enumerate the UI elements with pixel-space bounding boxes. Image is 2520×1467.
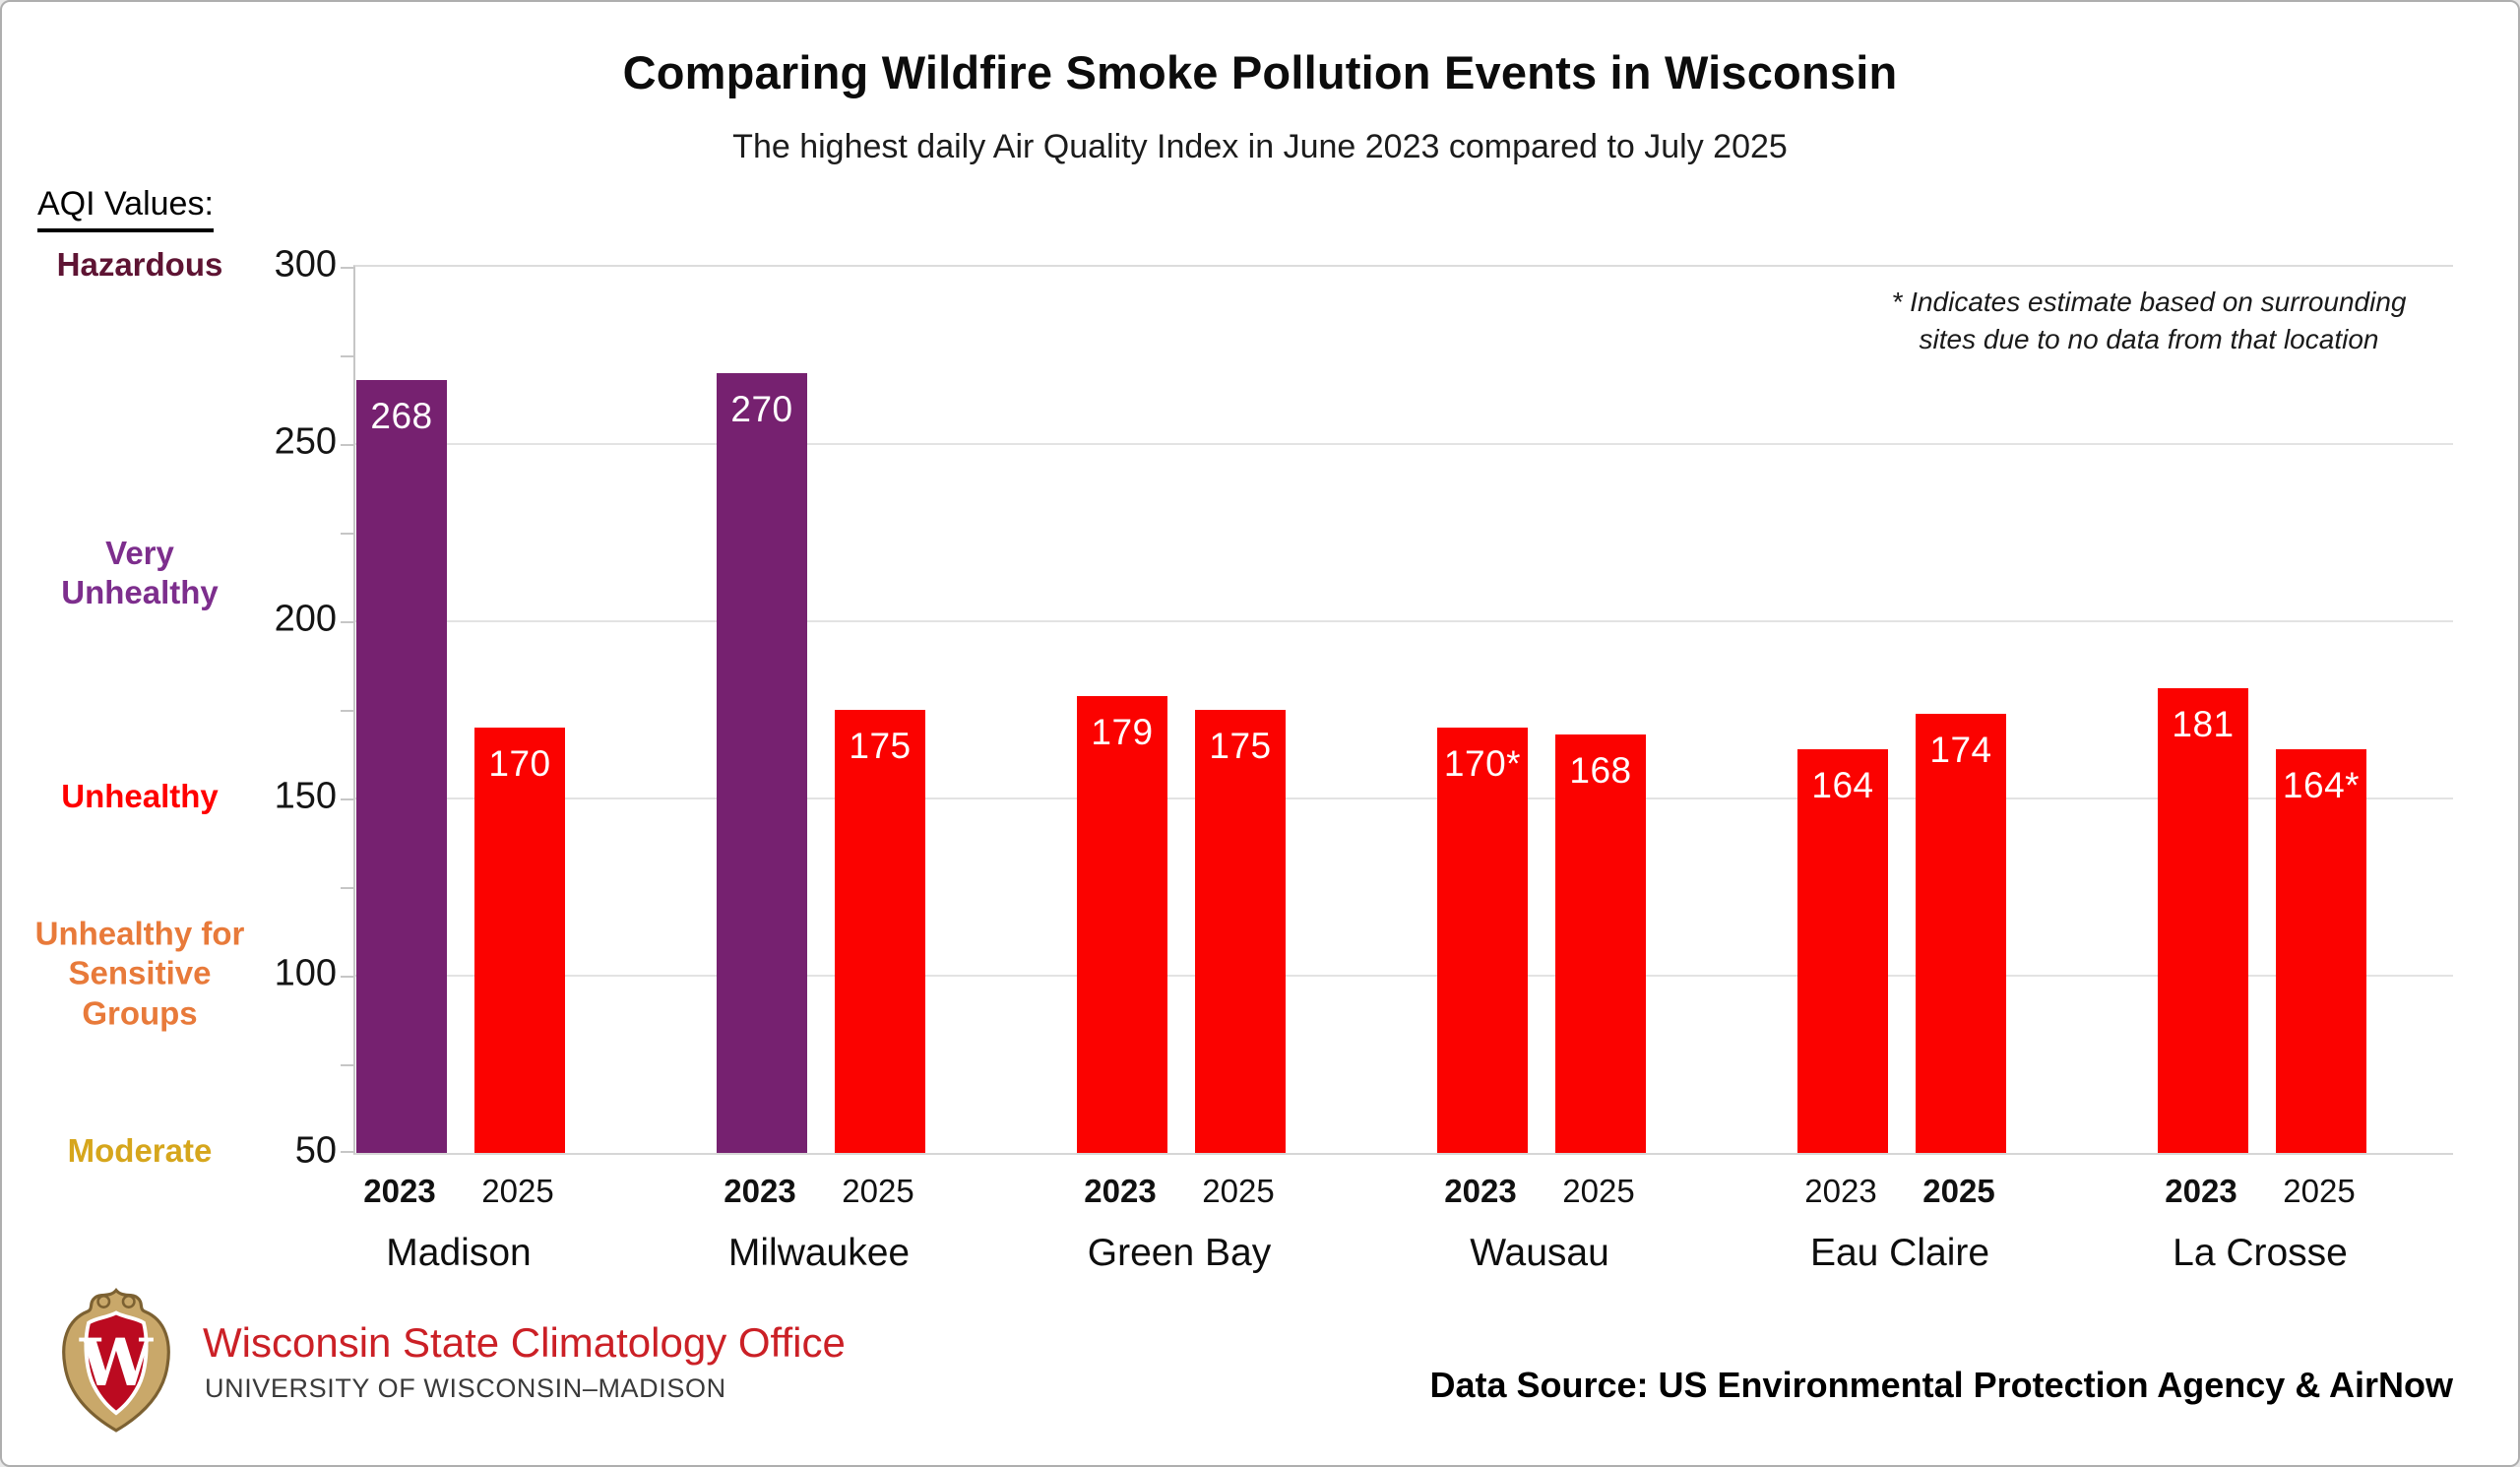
y-tick-label-250: 250 (274, 420, 337, 463)
bar-green-bay-2023: 179 (1077, 695, 1167, 1153)
y-tick-label-300: 300 (274, 243, 337, 286)
aqi-label-very-unhealthy: Very Unhealthy (61, 534, 219, 611)
y-axis-tick-50 (341, 1151, 355, 1153)
y-axis-tick-275 (341, 355, 355, 357)
aqi-values-heading: AQI Values: (37, 185, 214, 232)
y-axis-tick-150 (341, 798, 355, 800)
year-label-madison-2023: 2023 (363, 1173, 436, 1209)
bar-value-label: 268 (370, 396, 433, 437)
bar-wausau-2023: 170* (1437, 728, 1528, 1153)
city-label-green-bay: Green Bay (1087, 1232, 1272, 1274)
gridline-250 (355, 443, 2453, 445)
year-label-green-bay-2025: 2025 (1202, 1173, 1275, 1209)
bar-value-label: 175 (1209, 726, 1272, 766)
gridline-100 (355, 975, 2453, 977)
bar-value-label: 168 (1569, 750, 1632, 792)
chart-title: Comparing Wildfire Smoke Pollution Event… (622, 46, 1898, 98)
uw-crest-logo: W (62, 1288, 170, 1433)
y-tick-label-50: 50 (294, 1129, 337, 1172)
city-label-madison: Madison (386, 1232, 532, 1274)
y-tick-label-150: 150 (274, 775, 337, 817)
bar-value-label: 181 (2172, 704, 2235, 745)
bar-value-label: 170 (488, 743, 551, 784)
annotation-line-1: * Indicates estimate based on surroundin… (1891, 287, 2407, 317)
data-source-credit: Data Source: US Environmental Protection… (1429, 1365, 2453, 1405)
gridline-150 (355, 797, 2453, 799)
asterisk-annotation: * Indicates estimate based on surroundin… (1829, 284, 2469, 358)
bar-value-label: 174 (1929, 729, 1992, 770)
bar-value-label: 270 (730, 389, 793, 429)
bar-milwaukee-2025: 175 (835, 710, 925, 1153)
aqi-label-hazardous: Hazardous (56, 245, 223, 283)
plot-area: 268 170 270 175 179 175 170* 168 164 174 181 164* (341, 265, 2453, 1155)
year-label-la-crosse-2023: 2023 (2165, 1173, 2237, 1209)
city-label-la-crosse: La Crosse (2173, 1232, 2348, 1274)
y-axis-tick-100 (341, 976, 355, 978)
aqi-label-unhealthy: Unhealthy (61, 777, 219, 814)
bar-value-label: 164* (2282, 764, 2361, 805)
city-label-milwaukee: Milwaukee (727, 1232, 911, 1274)
year-label-eau-claire-2025: 2025 (1922, 1173, 1995, 1209)
bar-wausau-2025: 168 (1555, 734, 1646, 1153)
year-label-wausau-2023: 2023 (1444, 1173, 1517, 1209)
chart-subtitle: The highest daily Air Quality Index in J… (732, 128, 1788, 165)
bar-green-bay-2025: 175 (1195, 710, 1286, 1153)
annotation-line-2: sites due to no data from that location (1919, 323, 2379, 354)
year-label-madison-2025: 2025 (481, 1173, 554, 1209)
bar-eau-claire-2025: 174 (1916, 713, 2006, 1153)
gridline-200 (355, 620, 2453, 622)
year-label-la-crosse-2025: 2025 (2283, 1173, 2356, 1209)
city-label-wausau: Wausau (1470, 1232, 1609, 1274)
bar-milwaukee-2023: 270 (717, 373, 807, 1153)
bar-eau-claire-2023: 164 (1797, 748, 1888, 1153)
svg-text:W: W (79, 1324, 154, 1401)
year-label-green-bay-2023: 2023 (1084, 1173, 1157, 1209)
year-label-milwaukee-2023: 2023 (724, 1173, 796, 1209)
bar-value-label: 179 (1091, 711, 1154, 752)
y-axis-tick-75 (341, 1064, 355, 1066)
y-axis-tick-225 (341, 533, 355, 535)
aqi-label-moderate: Moderate (67, 1131, 213, 1169)
bar-value-label: 164 (1811, 764, 1874, 805)
bar-madison-2023: 268 (356, 380, 447, 1153)
bar-value-label: 170* (1443, 743, 1522, 784)
bar-value-label: 175 (849, 726, 912, 766)
y-axis-tick-250 (341, 444, 355, 446)
aqi-label-unhealthy-for-sensitive-groups: Unhealthy for Sensitive Groups (34, 915, 245, 1032)
y-axis-tick-200 (341, 621, 355, 623)
bar-madison-2025: 170 (474, 728, 565, 1153)
year-label-milwaukee-2025: 2025 (842, 1173, 914, 1209)
bar-la-crosse-2025: 164* (2276, 748, 2366, 1153)
year-label-eau-claire-2023: 2023 (1804, 1173, 1877, 1209)
city-label-eau-claire: Eau Claire (1809, 1232, 1990, 1274)
y-axis-tick-300 (341, 267, 355, 269)
y-axis-tick-175 (341, 710, 355, 712)
y-tick-label-200: 200 (274, 598, 337, 640)
y-axis-tick-125 (341, 887, 355, 889)
climatology-office-wordmark: Wisconsin State Climatology Office (203, 1319, 846, 1366)
y-tick-label-100: 100 (274, 952, 337, 994)
bar-la-crosse-2023: 181 (2158, 688, 2248, 1153)
year-label-wausau-2025: 2025 (1562, 1173, 1635, 1209)
university-wordmark: UNIVERSITY OF WISCONSIN–MADISON (205, 1373, 726, 1403)
